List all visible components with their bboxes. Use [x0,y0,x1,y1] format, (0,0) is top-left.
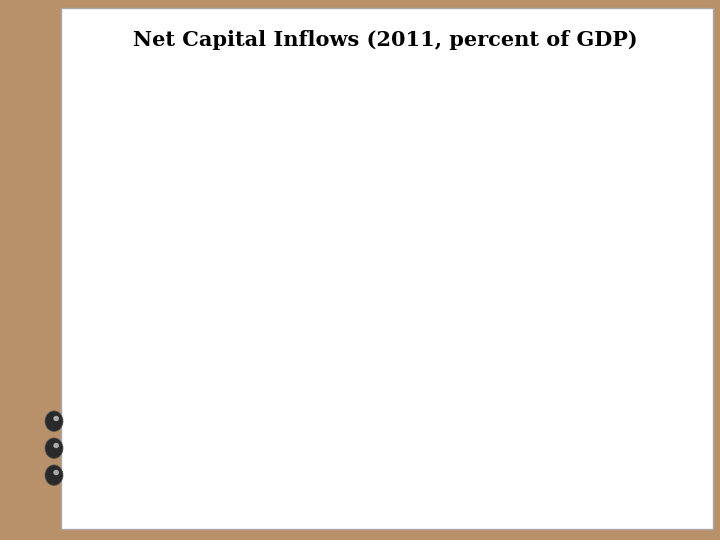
Text: Net Capital Inflows (2011, percent of GDP): Net Capital Inflows (2011, percent of GD… [133,30,637,50]
Bar [148,130,166,201]
Bar [213,144,230,201]
Bar [278,160,294,201]
Bar [127,103,144,201]
Bar [300,163,316,201]
Bar [516,201,532,214]
Bar [559,201,575,259]
Bar [688,201,705,349]
Bar [623,201,640,281]
Bar [364,176,381,201]
Bar [451,190,467,201]
Bar [192,140,209,201]
Bar [537,201,554,221]
Bar [472,195,489,201]
Bar [386,186,402,201]
Bar [235,154,251,201]
Bar [105,97,122,201]
Bar [343,173,359,201]
Bar [494,201,510,207]
Bar [256,160,273,201]
Bar [644,201,662,289]
Bar [601,201,618,279]
Bar [666,201,683,298]
Bar [408,187,424,201]
Bar [321,167,338,201]
Bar [170,134,187,201]
Bar [580,201,597,268]
Bar [429,187,446,201]
